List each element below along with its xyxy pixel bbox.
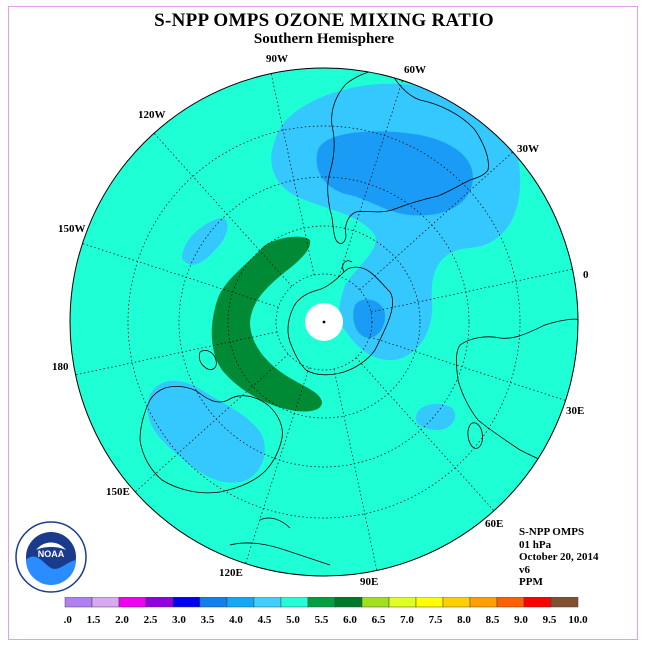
colorbar-tick-label: 2.5 [144, 614, 158, 626]
colorbar-swatch [226, 597, 255, 608]
colorbar-tick-label: 5.5 [315, 614, 329, 626]
latitude-circle [227, 225, 421, 419]
lon-label-120e: 120E [219, 567, 243, 579]
colorbar-swatch [550, 597, 579, 608]
colorbar-swatch [64, 597, 93, 608]
info-level: 01 hPa [519, 538, 552, 551]
colorbar-swatch [334, 597, 363, 608]
colorbar-swatch [307, 597, 336, 608]
frame-border [8, 6, 638, 640]
colorbar-swatch [118, 597, 147, 608]
colorbar-swatches [64, 597, 579, 608]
info-instrument: S-NPP OMPS [519, 526, 585, 538]
ozone-region-3.5-pole [353, 299, 386, 338]
coast-south-america [327, 68, 489, 244]
lon-label-30w: 30W [517, 143, 539, 155]
colorbar-swatch [496, 597, 525, 608]
colorbar-tick-label: 4.5 [258, 614, 272, 626]
colorbar-swatch [145, 597, 174, 608]
colorbar-swatch [523, 597, 552, 608]
colorbar-tick-label: 9.0 [514, 614, 528, 626]
coast-new-zealand [198, 350, 217, 370]
noaa-logo-text: NOAA [38, 549, 65, 559]
colorbar-tick-label: 3.0 [172, 614, 186, 626]
lon-label-30e: 30E [566, 405, 584, 417]
coast-madagascar [467, 422, 483, 449]
south-pole-dot [322, 320, 326, 324]
lon-label-180: 180 [52, 361, 69, 373]
colorbar-swatch [469, 597, 498, 608]
colorbar-tick-label: 6.5 [372, 614, 386, 626]
colorbar-swatch [280, 597, 309, 608]
ozone-region-4.0-pacific [182, 218, 228, 265]
coast-indonesia [229, 517, 331, 566]
latitude-circle [275, 273, 373, 371]
lon-label-150w: 150W [58, 223, 86, 235]
map-subtitle: Southern Hemisphere [253, 31, 395, 47]
colorbar-tick-label: 4.0 [229, 614, 243, 626]
lon-label-60e: 60E [485, 518, 503, 530]
colorbar-tick-label: 8.0 [457, 614, 471, 626]
lon-label-150e: 150E [106, 486, 130, 498]
colorbar: 1.0 1.5 2.0 2.5 3.0 3.5 4.0 4.5 5.0 5.5 6.0 6.5 7.0 7… [63, 597, 588, 626]
colorbar-swatch [91, 597, 120, 608]
info-version: v6 [519, 563, 530, 576]
colorbar-tick-label: 9.5 [543, 614, 557, 626]
colorbar-tick-label: 7.5 [429, 614, 443, 626]
colorbar-tick-label: 10.0 [568, 614, 588, 626]
coast-antarctica [287, 266, 394, 376]
noaa-logo: NOAA [15, 521, 87, 593]
map-title: S-NPP OMPS OZONE MIXING RATIO [154, 10, 494, 31]
lon-label-90w: 90W [266, 53, 288, 65]
lon-label-60w: 60W [404, 64, 426, 76]
colorbar-tick-label: 1.5 [87, 614, 101, 626]
colorbar-swatch [442, 597, 471, 608]
ozone-region-3.5-core [316, 131, 473, 216]
latitude-circle [127, 125, 521, 519]
colorbar-swatch [199, 597, 228, 608]
map-boundary [69, 67, 579, 577]
colorbar-tick-label: 6.0 [343, 614, 357, 626]
colorbar-swatch [172, 597, 201, 608]
ozone-region-4.0-indian [415, 403, 456, 430]
info-units: PPM [519, 576, 543, 588]
colorbar-tick-label: 7.0 [400, 614, 414, 626]
lon-label-90e: 90E [360, 576, 378, 588]
latitude-circle [178, 176, 470, 468]
colorbar-tick-label: 1.0 [63, 614, 72, 626]
colorbar-ticks: 1.0 1.5 2.0 2.5 3.0 3.5 4.0 4.5 5.0 5.5 6.0 6.5 7.0 7… [63, 614, 588, 626]
info-block: S-NPP OMPS 01 hPa October 20, 2014 v6 PP… [519, 526, 599, 589]
info-date: October 20, 2014 [519, 551, 599, 563]
colorbar-swatch [361, 597, 390, 608]
colorbar-tick-label: 5.0 [286, 614, 300, 626]
colorbar-swatch [388, 597, 417, 608]
colorbar-tick-label: 8.5 [486, 614, 500, 626]
colorbar-tick-label: 3.5 [201, 614, 215, 626]
colorbar-swatch [253, 597, 282, 608]
ozone-region-5.5-crescent [211, 236, 322, 412]
coast-australia [139, 385, 283, 494]
lon-label-0: 0 [583, 269, 589, 281]
lon-label-120w: 120W [138, 109, 166, 121]
colorbar-tick-label: 2.0 [115, 614, 129, 626]
colorbar-swatch [415, 597, 444, 608]
coast-peninsula [342, 260, 353, 273]
ozone-region-4.0-australia [147, 380, 265, 483]
